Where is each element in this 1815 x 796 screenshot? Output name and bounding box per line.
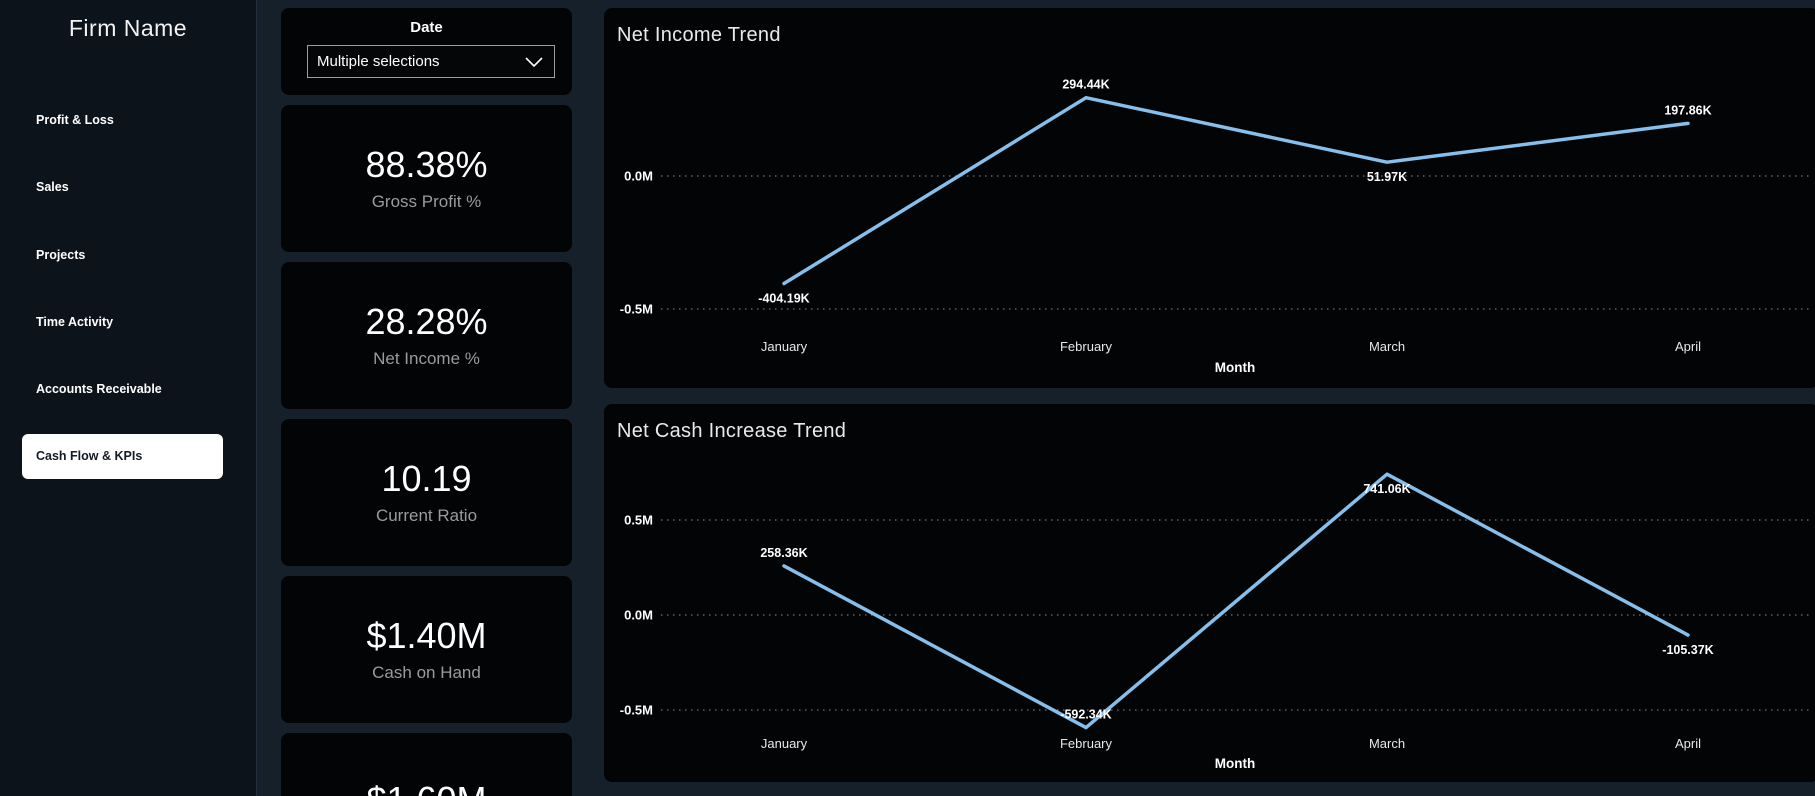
net-income-trend-chart: 0.0M -0.5M -404.19K 294.44K 51.97K 197.86K Jan… <box>604 8 1815 388</box>
x-category-label: January <box>761 736 808 751</box>
kpi-card-current-ratio: 10.19 Current Ratio <box>281 419 572 566</box>
sidebar-item-accounts-receivable[interactable]: Accounts Receivable <box>36 382 162 396</box>
sidebar-item-projects[interactable]: Projects <box>36 247 86 262</box>
kpi-label: Cash on Hand <box>372 662 481 682</box>
x-category-label: February <box>1060 339 1113 354</box>
kpi-column: Date Multiple selections 88.38% Gross Pr… <box>257 0 588 796</box>
data-label: 197.86K <box>1664 103 1711 117</box>
net-income-trend-card: Net Income Trend 0.0M -0.5M -404.19K 294.44… <box>604 8 1815 388</box>
sidebar: Firm Name Profit & Loss Sales Projects T… <box>0 0 257 796</box>
data-label: 258.36K <box>760 546 807 560</box>
date-filter-card: Date Multiple selections <box>281 8 572 95</box>
kpi-value: $1.60M <box>366 780 486 796</box>
sidebar-item-sales[interactable]: Sales <box>36 180 69 195</box>
x-axis-title: Month <box>1215 360 1255 375</box>
net-cash-increase-trend-chart: 0.5M 0.0M -0.5M 258.36K -592.34K 741.06K -105.… <box>604 404 1815 782</box>
y-tick-label: 0.0M <box>624 169 653 184</box>
chart-title: Net Cash Increase Trend <box>617 420 847 442</box>
sidebar-item-time-activity[interactable]: Time Activity <box>36 314 114 329</box>
data-label: 294.44K <box>1062 78 1109 92</box>
x-category-label: March <box>1369 736 1405 751</box>
kpi-label: Gross Profit % <box>371 191 482 211</box>
kpi-value: 10.19 <box>381 458 472 500</box>
charts-area: Net Income Trend 0.0M -0.5M -404.19K 294.44… <box>588 0 1815 796</box>
kpi-value: 28.28% <box>365 301 488 343</box>
chevron-down-icon <box>525 56 543 67</box>
kpi-card-cash-on-hand: $1.40M Cash on Hand <box>281 576 572 723</box>
y-tick-label: 0.0M <box>624 608 653 623</box>
data-label: 51.97K <box>1367 170 1407 184</box>
x-category-label: January <box>761 339 808 354</box>
trend-line <box>782 472 1690 730</box>
kpi-card-partial: $1.60M <box>281 733 572 796</box>
kpi-label: Net Income % <box>373 348 480 368</box>
data-label: -105.37K <box>1662 643 1713 657</box>
date-dropdown-value: Multiple selections <box>317 53 440 70</box>
chart-title: Net Income Trend <box>617 24 781 46</box>
x-category-label: February <box>1060 736 1113 751</box>
date-filter-title: Date <box>410 19 443 36</box>
y-tick-label: 0.5M <box>624 513 653 528</box>
x-category-label: April <box>1675 736 1701 751</box>
sidebar-nav: Profit & Loss Sales Projects Time Activi… <box>0 98 256 479</box>
data-label: 741.06K <box>1363 482 1410 496</box>
net-cash-increase-trend-card: Net Cash Increase Trend 0.5M 0.0M -0.5M 258… <box>604 404 1815 782</box>
data-label: -404.19K <box>758 292 809 306</box>
data-label: -592.34K <box>1060 708 1111 722</box>
x-category-label: March <box>1369 339 1405 354</box>
trend-line <box>782 95 1690 286</box>
x-axis-title: Month <box>1215 756 1255 771</box>
sidebar-item-profit-loss[interactable]: Profit & Loss <box>36 113 114 127</box>
sidebar-item-cash-flow-kpis[interactable]: Cash Flow & KPIs <box>22 434 223 479</box>
y-tick-label: -0.5M <box>620 703 653 718</box>
x-category-label: April <box>1675 339 1701 354</box>
firm-name-title: Firm Name <box>68 15 188 41</box>
kpi-card-gross-profit: 88.38% Gross Profit % <box>281 105 572 252</box>
kpi-card-net-income: 28.28% Net Income % <box>281 262 572 409</box>
date-dropdown[interactable]: Multiple selections <box>307 45 555 78</box>
kpi-value: 88.38% <box>365 144 488 186</box>
y-tick-label: -0.5M <box>620 302 653 317</box>
kpi-value: $1.40M <box>366 615 487 657</box>
kpi-label: Current Ratio <box>375 505 478 525</box>
